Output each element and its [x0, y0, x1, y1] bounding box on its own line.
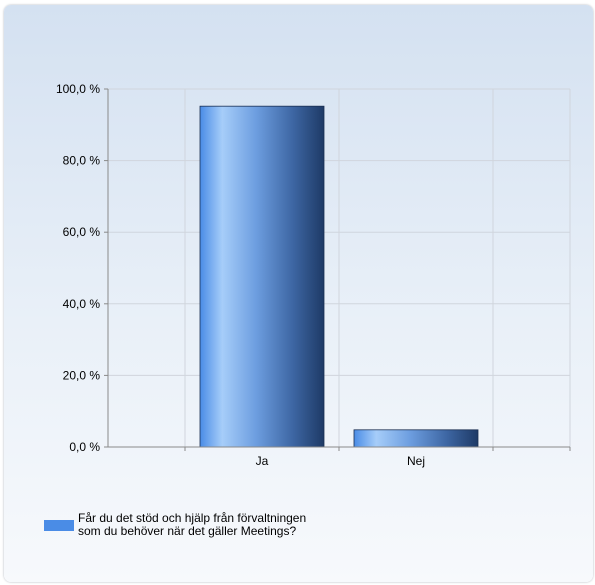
y-tick-label: 0,0 % — [69, 440, 100, 454]
legend-label: Får du det stöd och hjälp från förvaltni… — [78, 511, 307, 538]
x-tick-label: Nej — [407, 454, 425, 468]
bars — [199, 105, 479, 448]
y-tick-label: 40,0 % — [63, 297, 101, 311]
y-tick-label: 20,0 % — [63, 368, 101, 382]
y-tick-label: 100,0 % — [56, 82, 100, 96]
axes — [104, 88, 571, 451]
y-tick-label: 60,0 % — [63, 225, 101, 239]
bar-nej — [353, 429, 479, 448]
bar-ja — [199, 105, 325, 448]
tick-labels: 0,0 % 20,0 % 40,0 % 60,0 % 80,0 % 100,0 % Ja Ne… — [56, 82, 425, 468]
x-tick-label: Ja — [256, 454, 269, 468]
y-tick-label: 80,0 % — [63, 154, 101, 168]
grid-lines — [108, 88, 571, 447]
legend: Får du det stöd och hjälp från förvaltni… — [44, 512, 308, 538]
legend-swatch — [44, 519, 74, 531]
